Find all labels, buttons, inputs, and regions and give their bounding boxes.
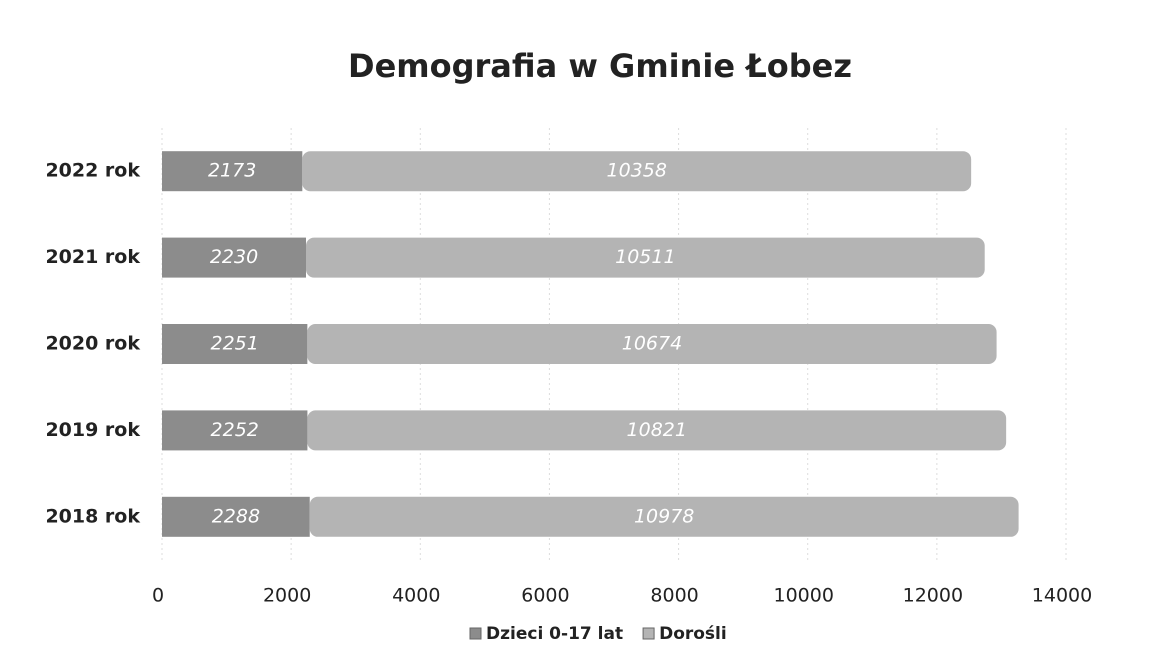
bar-segment: [162, 237, 306, 278]
legend-swatch: [469, 627, 482, 640]
x-tick-label: 12000: [903, 585, 963, 607]
bar-segment: [162, 410, 308, 451]
y-tick-label: 2018 rok: [45, 505, 140, 527]
legend-swatch: [642, 627, 655, 640]
y-tick-label: 2022 rok: [45, 160, 140, 182]
y-tick-label: 2020 rok: [45, 333, 140, 355]
bar-segment: [162, 496, 310, 537]
x-tick-label: 10000: [773, 585, 833, 607]
legend-label: Dorośli: [659, 624, 727, 644]
x-tick-label: 4000: [392, 585, 440, 607]
data-label: 2251: [210, 333, 258, 355]
data-label: 2173: [208, 160, 256, 182]
data-label: 2252: [211, 419, 259, 441]
bar-segment: [307, 324, 997, 364]
bar-segment: [302, 151, 972, 192]
data-label: 2288: [212, 505, 260, 527]
x-tick-label: 6000: [521, 585, 569, 607]
x-tick-label: 0: [152, 585, 164, 607]
data-label: 10674: [622, 333, 682, 355]
bar-segment: [162, 151, 303, 192]
y-tick-label: 2019 rok: [45, 419, 140, 441]
chart-title: Demografia w Gminie Łobez: [348, 47, 852, 85]
bar-segment: [305, 237, 985, 278]
x-tick-label: 2000: [263, 585, 311, 607]
data-label: 10821: [627, 419, 687, 441]
bar-segment: [162, 324, 308, 364]
y-tick-label: 2021 rok: [45, 246, 140, 268]
data-label: 10511: [615, 246, 675, 268]
legend-label: Dzieci 0-17 lat: [486, 624, 623, 644]
x-tick-label: 8000: [650, 585, 698, 607]
data-label: 10978: [634, 505, 694, 527]
data-label: 2230: [210, 246, 258, 268]
bar-segment: [307, 410, 1007, 451]
data-label: 10358: [607, 160, 667, 182]
bar-segment: [309, 496, 1019, 537]
x-tick-label: 14000: [1032, 585, 1092, 607]
